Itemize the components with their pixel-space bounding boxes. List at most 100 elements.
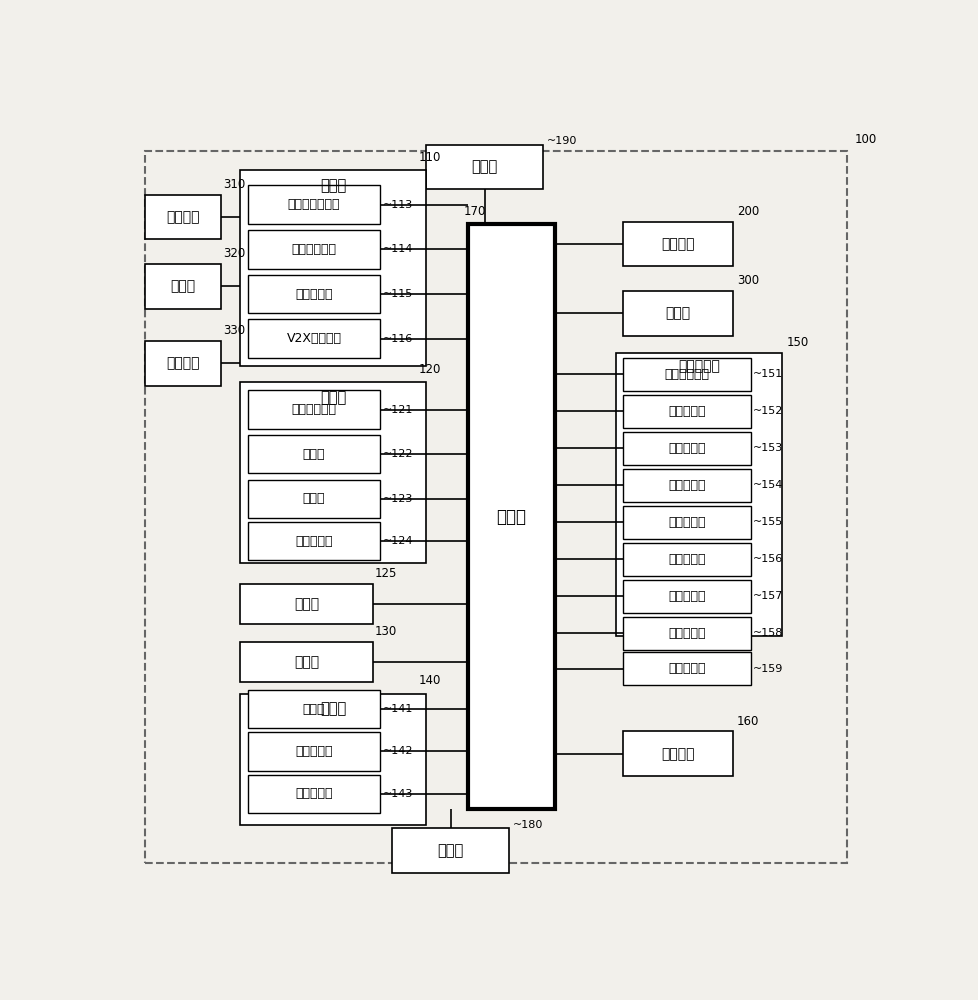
FancyBboxPatch shape: [467, 224, 555, 809]
FancyBboxPatch shape: [247, 390, 379, 429]
Text: 麦克风: 麦克风: [302, 492, 325, 505]
Text: 输入部: 输入部: [320, 390, 345, 405]
Text: 供电部: 供电部: [471, 159, 497, 174]
Text: 显示部: 显示部: [302, 703, 325, 716]
FancyBboxPatch shape: [622, 543, 750, 576]
FancyBboxPatch shape: [145, 195, 221, 239]
FancyBboxPatch shape: [622, 469, 750, 502]
Text: 位置信息模块: 位置信息模块: [291, 243, 336, 256]
Text: 照相机: 照相机: [302, 448, 325, 461]
FancyBboxPatch shape: [247, 230, 379, 269]
Text: ~124: ~124: [382, 536, 413, 546]
Text: 天窗驱动部: 天窗驱动部: [667, 627, 705, 640]
Text: ~154: ~154: [752, 480, 782, 490]
Text: 便利装置: 便利装置: [661, 237, 694, 251]
Text: 空调驱动部: 空调驱动部: [667, 516, 705, 529]
Text: 动力源驱动部: 动力源驱动部: [664, 368, 709, 381]
FancyBboxPatch shape: [240, 584, 373, 624]
Text: ~155: ~155: [752, 517, 782, 527]
FancyBboxPatch shape: [247, 185, 379, 224]
FancyBboxPatch shape: [247, 522, 379, 560]
Text: 125: 125: [375, 567, 397, 580]
Text: ~151: ~151: [752, 369, 782, 379]
Text: ~116: ~116: [382, 334, 413, 344]
Text: 服务器: 服务器: [170, 279, 196, 293]
Text: 存储器: 存储器: [293, 655, 319, 669]
Text: 近距离通信模块: 近距离通信模块: [288, 198, 340, 211]
Text: ~115: ~115: [382, 289, 413, 299]
FancyBboxPatch shape: [240, 694, 425, 825]
Text: 车门驱动部: 车门驱动部: [667, 590, 705, 603]
FancyBboxPatch shape: [240, 170, 425, 366]
Text: 300: 300: [736, 274, 758, 287]
Text: ~153: ~153: [752, 443, 782, 453]
Text: 车窗驱动部: 车窗驱动部: [667, 553, 705, 566]
FancyBboxPatch shape: [622, 358, 750, 391]
Text: 150: 150: [785, 336, 808, 349]
Text: 110: 110: [418, 151, 440, 164]
Text: ~158: ~158: [752, 628, 782, 638]
FancyBboxPatch shape: [145, 264, 221, 309]
Text: ~141: ~141: [382, 704, 413, 714]
Text: 其他车辆: 其他车辆: [166, 356, 200, 370]
FancyBboxPatch shape: [622, 617, 750, 650]
FancyBboxPatch shape: [622, 291, 733, 336]
FancyBboxPatch shape: [247, 732, 379, 771]
Text: ~114: ~114: [382, 244, 413, 254]
FancyBboxPatch shape: [425, 145, 543, 189]
Text: 接口部: 接口部: [437, 843, 464, 858]
Text: 驾驶操作构件: 驾驶操作构件: [291, 403, 336, 416]
Text: ~159: ~159: [752, 664, 782, 674]
FancyBboxPatch shape: [622, 506, 750, 539]
Text: 120: 120: [418, 363, 440, 376]
Text: 100: 100: [854, 133, 876, 146]
Text: ~190: ~190: [547, 136, 577, 146]
Text: 车灯驱动部: 车灯驱动部: [667, 479, 705, 492]
FancyBboxPatch shape: [240, 642, 373, 682]
Text: ~123: ~123: [382, 494, 413, 504]
Text: 330: 330: [223, 324, 245, 337]
FancyBboxPatch shape: [622, 731, 733, 776]
Text: 130: 130: [375, 625, 397, 638]
FancyBboxPatch shape: [247, 435, 379, 473]
Text: 悬架驱动部: 悬架驱动部: [667, 662, 705, 675]
FancyBboxPatch shape: [247, 774, 379, 813]
FancyBboxPatch shape: [622, 432, 750, 465]
FancyBboxPatch shape: [622, 652, 750, 685]
FancyBboxPatch shape: [145, 341, 221, 386]
FancyBboxPatch shape: [247, 480, 379, 518]
Text: ~157: ~157: [752, 591, 782, 601]
Text: ~143: ~143: [382, 789, 413, 799]
FancyBboxPatch shape: [622, 222, 733, 266]
Text: 显示装置: 显示装置: [661, 747, 694, 761]
Text: ~122: ~122: [382, 449, 413, 459]
Text: ~121: ~121: [382, 405, 413, 415]
Text: 用户输入部: 用户输入部: [295, 535, 333, 548]
Text: ~142: ~142: [382, 746, 413, 756]
Text: 控制部: 控制部: [496, 508, 526, 526]
FancyBboxPatch shape: [247, 275, 379, 313]
FancyBboxPatch shape: [622, 580, 750, 613]
Text: 310: 310: [223, 178, 245, 191]
Text: ~156: ~156: [752, 554, 782, 564]
Text: 200: 200: [736, 205, 758, 218]
FancyBboxPatch shape: [391, 828, 509, 873]
Text: 160: 160: [736, 715, 759, 728]
Text: 170: 170: [464, 205, 486, 218]
Text: 触觉输出部: 触觉输出部: [295, 787, 333, 800]
FancyBboxPatch shape: [615, 353, 781, 636]
Text: 通信部: 通信部: [320, 178, 345, 193]
Text: 移动终端: 移动终端: [166, 210, 200, 224]
Text: 输出部: 输出部: [320, 702, 345, 717]
Text: 转向驱动部: 转向驱动部: [667, 405, 705, 418]
Text: ~180: ~180: [512, 820, 543, 830]
Text: V2X通信模块: V2X通信模块: [287, 332, 341, 345]
Text: ~113: ~113: [382, 200, 413, 210]
Text: 光通信模块: 光通信模块: [295, 288, 333, 301]
FancyBboxPatch shape: [247, 690, 379, 728]
Text: 140: 140: [418, 674, 440, 687]
Text: 车辆驱动部: 车辆驱动部: [678, 359, 719, 373]
Text: 320: 320: [223, 247, 245, 260]
Text: 音响输出部: 音响输出部: [295, 745, 333, 758]
Text: ~152: ~152: [752, 406, 782, 416]
